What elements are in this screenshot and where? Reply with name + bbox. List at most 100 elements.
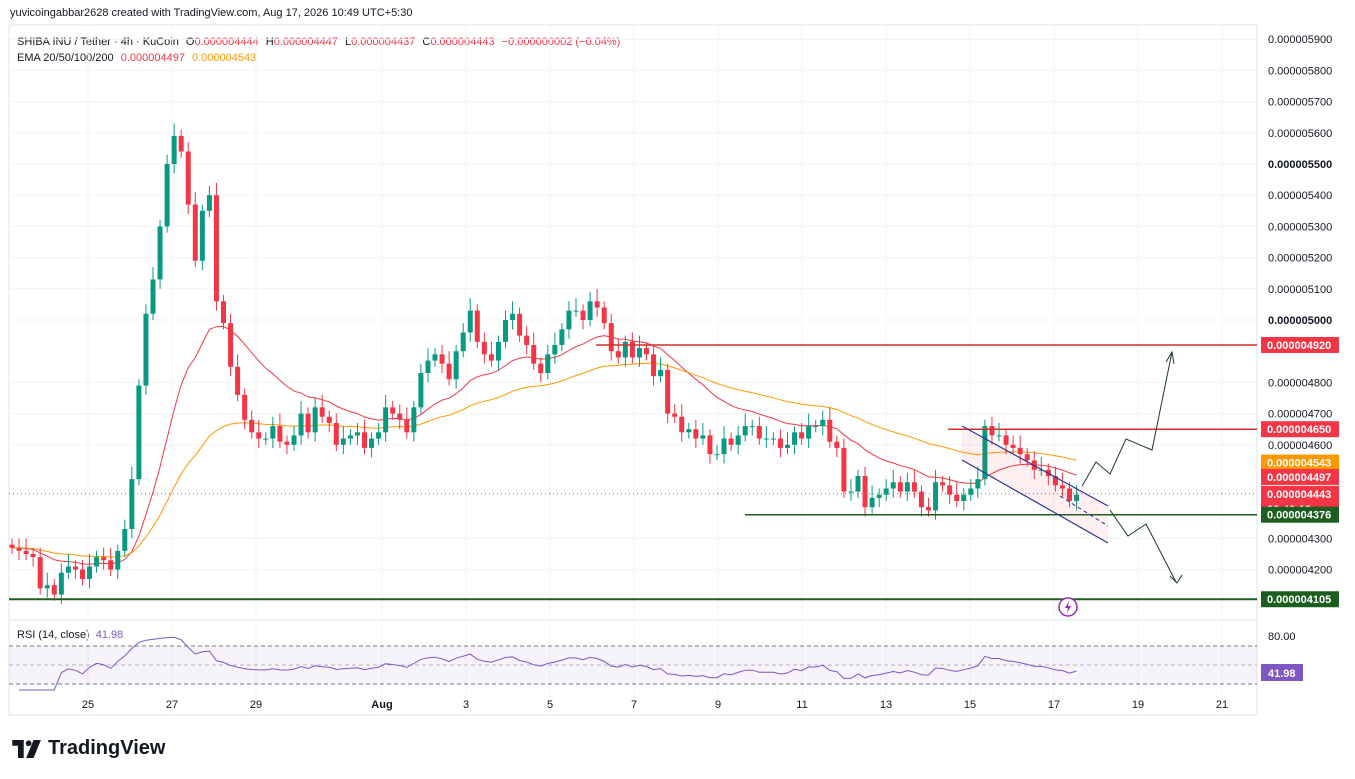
candle-body: [115, 550, 121, 570]
candle-body: [185, 151, 191, 205]
y-tick-label: 0.000005900: [1268, 34, 1332, 46]
x-tick-label: 9: [715, 699, 721, 711]
candle-body: [44, 585, 50, 589]
candle-body: [1010, 444, 1016, 448]
y-tick-label: 0.000005100: [1268, 284, 1332, 296]
candle-body: [192, 204, 198, 261]
candle-body: [206, 195, 212, 211]
candle-body: [799, 432, 805, 439]
candle-body: [954, 494, 960, 501]
candle-body: [16, 547, 22, 551]
y-tick-label: 0.000004700: [1268, 409, 1332, 421]
candle-body: [164, 164, 170, 227]
x-tick-label: 13: [880, 699, 892, 711]
candle-body: [65, 566, 71, 573]
candle-body: [411, 407, 417, 433]
x-tick-label: 15: [964, 699, 976, 711]
candle-body: [1038, 469, 1044, 471]
y-tick-label: 0.000004600: [1268, 440, 1332, 452]
candle-body: [305, 413, 311, 433]
candle-body: [277, 426, 283, 442]
candle-body: [806, 426, 812, 439]
y-tick-label: 0.000005400: [1268, 190, 1332, 202]
chart-attribution: yuvicoingabbar2628 created with TradingV…: [10, 7, 413, 19]
x-tick-label: Aug: [371, 699, 392, 711]
y-tick-label: 0.000005800: [1268, 65, 1332, 77]
candle-body: [636, 348, 642, 358]
candle-body: [404, 419, 410, 433]
candle-body: [390, 407, 396, 414]
candle-body: [926, 507, 931, 511]
channel-lower-line: [961, 459, 1109, 544]
candle-body: [1052, 476, 1058, 486]
x-tick-label: 17: [1048, 699, 1060, 711]
candle-body: [834, 441, 840, 448]
y-tick-label: 0.000005300: [1268, 221, 1332, 233]
candle-body: [876, 494, 882, 498]
candle-body: [792, 432, 798, 445]
candle-body: [474, 310, 480, 342]
candle-body: [961, 494, 967, 501]
candle-body: [249, 419, 255, 433]
candle-body: [735, 435, 741, 445]
candle-body: [700, 435, 706, 439]
candle-body: [340, 438, 346, 445]
candle-body: [566, 310, 572, 330]
price-tag: [1261, 421, 1339, 438]
candle-body: [827, 419, 833, 442]
rsi-value: 41.98: [95, 629, 124, 641]
candle-body: [228, 323, 234, 367]
bearish-path: [1109, 509, 1177, 583]
candle-body: [672, 413, 678, 417]
ema-fast-value: 0.000004497: [120, 52, 185, 64]
candle-body: [770, 438, 776, 440]
candle-body: [545, 354, 551, 374]
candle-body: [80, 569, 85, 579]
projection-arrows: [1081, 350, 1183, 584]
x-tick-label: 3: [463, 699, 469, 711]
ema-lines: [11, 325, 1077, 565]
y-tick-label: 0.000004200: [1268, 565, 1332, 577]
candle-body: [495, 341, 501, 361]
candles: [9, 123, 1080, 604]
candle-body: [601, 307, 607, 324]
chart-frame: [8, 24, 1258, 716]
candle-body: [503, 320, 508, 342]
y-tick-label: 0.000005200: [1268, 253, 1332, 265]
flash-icon[interactable]: [1058, 597, 1078, 617]
candle-body: [199, 210, 205, 261]
candle-body: [714, 454, 720, 456]
candle-body: [481, 341, 487, 355]
candle-body: [122, 529, 128, 551]
price-tag: [1261, 506, 1339, 523]
brand-name: TradingView: [48, 737, 166, 759]
candle-body: [848, 491, 854, 493]
tradingview-brand[interactable]: TradingView: [12, 737, 165, 760]
candle-body: [453, 351, 459, 380]
candle-body: [911, 482, 917, 492]
candle-body: [1074, 494, 1080, 501]
candle-body: [101, 557, 107, 561]
candle-body: [376, 432, 382, 439]
candle-body: [742, 426, 748, 436]
candle-body: [665, 369, 671, 414]
candle-body: [460, 332, 466, 352]
ema-slow-line: [11, 362, 1077, 558]
candle-body: [1067, 488, 1072, 501]
candle-body: [446, 363, 452, 380]
x-tick-label: 5: [547, 699, 553, 711]
candle-body: [756, 426, 762, 439]
price-tags: 0.000004920 0.000004650 0.000004543 0.00000…: [1261, 336, 1339, 608]
candle-body: [841, 447, 847, 492]
ema-legend: EMA 20/50/100/200 0.000004497 0.00000454…: [17, 52, 256, 64]
price-tag-label: 0.000004650: [1267, 424, 1331, 436]
candle-body: [869, 497, 875, 508]
candle-body: [362, 432, 367, 448]
channel-fill: [962, 426, 1108, 543]
channel-mid-line: [1059, 495, 1109, 527]
candle-body: [538, 363, 544, 374]
candle-body: [432, 354, 438, 361]
candle-body: [517, 313, 523, 336]
candle-body: [594, 301, 600, 308]
